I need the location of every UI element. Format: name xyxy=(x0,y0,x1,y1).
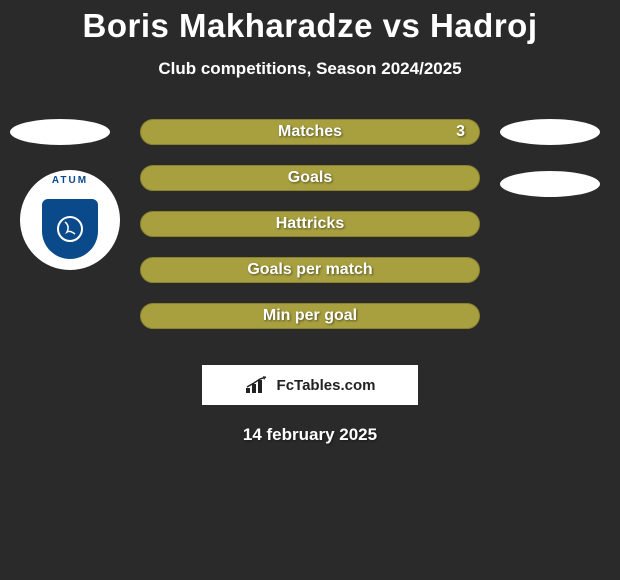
stat-pill-gpm: Goals per match xyxy=(140,257,480,283)
stat-label: Hattricks xyxy=(276,215,344,233)
stat-pill-mpg: Min per goal xyxy=(140,303,480,329)
row-min-per-goal: Min per goal xyxy=(0,303,620,349)
stat-label: Min per goal xyxy=(263,307,357,325)
club-badge-text: ATUM xyxy=(33,175,107,197)
stat-pill-hattricks: Hattricks xyxy=(140,211,480,237)
bars-icon xyxy=(245,376,273,394)
club-circle-icon xyxy=(57,216,83,242)
club-badge-inner: ATUM xyxy=(31,175,109,265)
right-value-ellipse xyxy=(500,171,600,197)
stat-value-right: 3 xyxy=(456,123,465,141)
club-shield-icon xyxy=(42,199,98,259)
attribution-text: FcTables.com xyxy=(277,377,376,394)
stat-label: Goals xyxy=(288,169,332,187)
row-matches: Matches 3 xyxy=(0,119,620,165)
club-badge-icon: ATUM xyxy=(20,170,120,270)
page-title: Boris Makharadze vs Hadroj xyxy=(0,0,620,45)
attribution-box: FcTables.com xyxy=(202,365,418,405)
stat-label: Matches xyxy=(278,123,342,141)
stat-label: Goals per match xyxy=(247,261,372,279)
stat-pill-goals: Goals xyxy=(140,165,480,191)
stat-pill-matches: Matches 3 xyxy=(140,119,480,145)
left-value-ellipse xyxy=(10,119,110,145)
right-value-ellipse xyxy=(500,119,600,145)
date-text: 14 february 2025 xyxy=(0,425,620,445)
page-subtitle: Club competitions, Season 2024/2025 xyxy=(0,59,620,79)
